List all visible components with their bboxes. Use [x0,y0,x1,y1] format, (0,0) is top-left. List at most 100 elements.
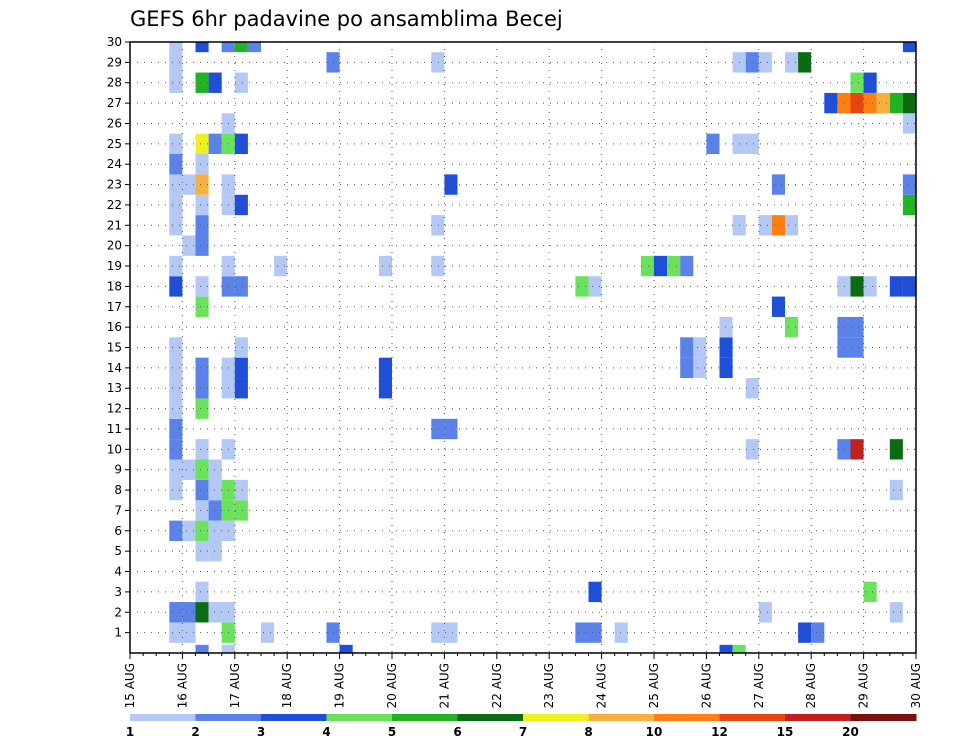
heat-cell [444,418,458,440]
colorbar-swatch [654,714,720,721]
heat-cell [169,194,183,216]
heat-cell [837,92,851,114]
colorbar: 1 2 3 4 5 6 7 8 10 12 15 20 [126,714,917,739]
heat-cell [680,337,694,358]
heat-cell [169,479,183,501]
heat-cell [745,133,759,155]
y-tick-label: 7 [114,503,122,517]
heat-cell [169,72,183,93]
heat-cell [889,92,903,114]
x-tick-label: 16 AUG [175,663,189,708]
heat-cell [850,316,864,338]
heat-cell [431,622,445,643]
x-tick-label: 20 AUG [385,663,399,708]
y-tick-label: 15 [107,341,122,355]
heat-cell [614,622,628,643]
heat-cell [274,255,288,277]
y-tick-label: 5 [114,544,122,558]
y-tick-label: 30 [107,35,122,49]
y-tick-label: 27 [107,96,122,110]
heat-cell [208,500,222,521]
colorbar-label: 2 [191,725,199,739]
heat-cell [431,255,445,277]
x-tick-label: 30 AUG [909,663,923,708]
y-tick-label: 2 [114,605,122,619]
colorbar-label: 8 [584,725,592,739]
heat-cell [719,357,733,379]
y-tick-label: 12 [107,402,122,416]
heat-cell [169,42,183,53]
x-tick-label: 26 AUG [699,663,713,708]
heat-cell [195,42,209,53]
colorbar-swatch [392,714,458,721]
heat-cell [798,52,812,73]
heat-cell [182,520,196,541]
heat-cell [208,72,222,93]
heat-cell [889,479,903,501]
heat-cell [640,255,654,277]
heat-cell [889,439,903,460]
heat-cell [758,215,772,236]
heat-cell [785,52,799,73]
heat-cell [208,602,222,623]
heat-cell [902,276,916,297]
colorbar-label: 10 [646,725,663,739]
colorbar-label: 20 [842,725,859,739]
colorbar-swatch [195,714,262,721]
heat-cell [234,133,248,155]
heat-cell [719,644,733,653]
heat-cell [667,255,681,277]
heat-cell [169,418,183,440]
heat-cell [758,602,772,623]
heat-cell [889,602,903,623]
y-tick-label: 14 [107,361,122,375]
heat-cell [169,255,183,277]
heat-cell [195,398,209,419]
colorbar-label: 5 [388,725,396,739]
colorbar-swatch [261,714,327,721]
y-tick-label: 22 [107,198,122,212]
x-axis: 15 AUG 16 AUG 17 AUG 18 AUG 19 AUG 20 AUG 21 A… [123,653,923,708]
y-tick-label: 20 [107,239,122,253]
heat-cell [234,479,248,501]
cells-layer [169,42,916,653]
heat-cell [195,540,209,562]
colorbar-label: 3 [257,725,265,739]
colorbar-swatch [523,714,589,721]
heat-cell [444,174,458,195]
heat-cell [745,52,759,73]
heat-cell [876,92,890,114]
heat-cell [169,622,183,643]
x-tick-label: 22 AUG [490,663,504,708]
heat-cell [182,235,196,256]
heat-cell [169,459,183,480]
heat-cell [195,235,209,256]
heat-cell [221,42,235,53]
heat-cell [234,194,248,216]
y-tick-label: 26 [107,116,122,130]
heat-cell [195,500,209,521]
y-tick-label: 16 [107,320,122,334]
heat-cell [195,459,209,480]
heat-cell [654,255,668,277]
heat-cell [195,276,209,297]
heat-cell [195,154,209,175]
y-tick-label: 19 [107,259,122,273]
heat-cell [169,337,183,358]
heat-cell [378,357,392,379]
heat-cell [850,92,864,114]
colorbar-swatch [326,714,393,721]
heat-cell [247,42,261,53]
heat-cell [837,439,851,460]
heat-cell [693,357,707,379]
colorbar-swatch [130,714,196,721]
heat-cell [234,357,248,379]
x-tick-label: 27 AUG [752,663,766,708]
heat-cell [575,276,589,297]
colorbar-label: 7 [519,725,527,739]
heat-cell [588,581,602,603]
heat-cell [902,42,916,53]
y-axis: 1234567891011121314151617181920212223242… [107,35,130,640]
colorbar-label: 6 [453,725,461,739]
